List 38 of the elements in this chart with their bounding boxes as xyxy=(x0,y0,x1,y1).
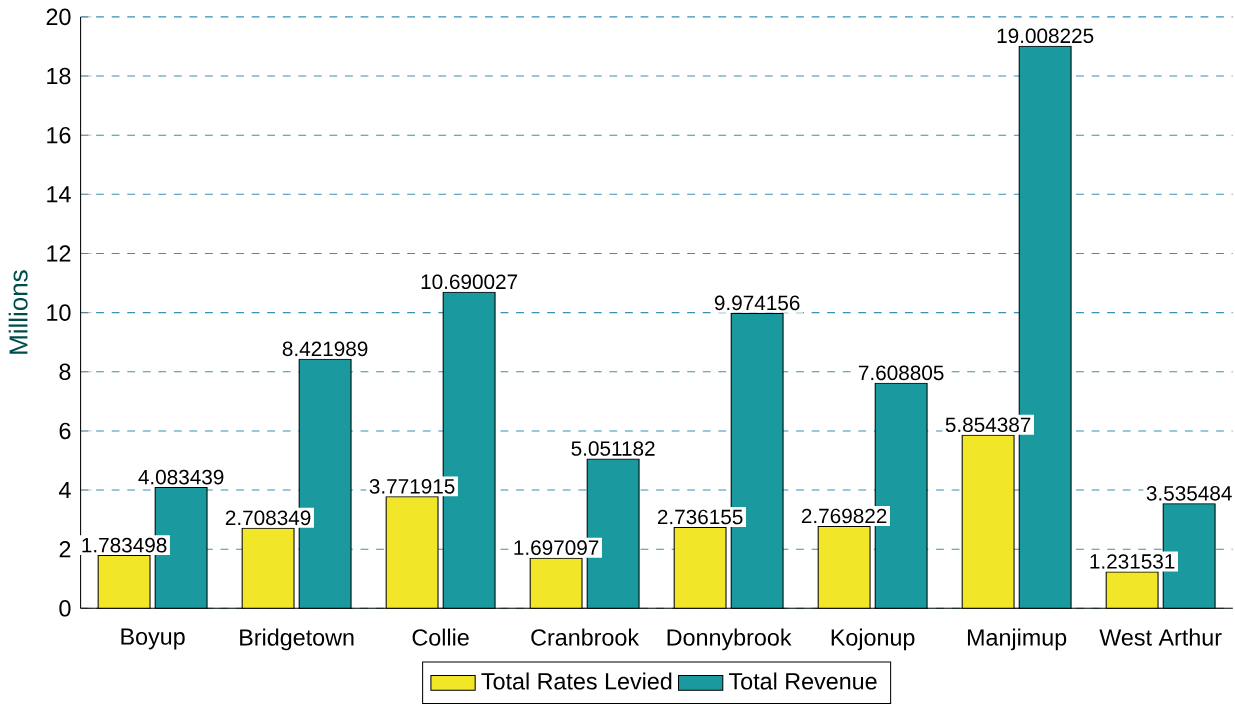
data-label: 3.771915 xyxy=(369,478,455,494)
data-label: 8.421989 xyxy=(282,341,368,357)
y-axis-title: Millions xyxy=(8,270,28,354)
data-label: 2.769822 xyxy=(801,508,887,524)
x-tick-label: Bridgetown xyxy=(240,628,354,651)
data-label: 2.708349 xyxy=(225,510,311,526)
y-tick-label: 16 xyxy=(47,126,71,144)
data-label: 5.051182 xyxy=(571,441,655,456)
x-tick-label: Collie xyxy=(412,628,469,646)
data-label: 1.783498 xyxy=(82,537,167,553)
y-tick-label: 8 xyxy=(59,363,71,380)
x-tick-label: Manjimup xyxy=(967,628,1067,651)
data-label: 19.008225 xyxy=(997,28,1094,44)
y-tick-label: 18 xyxy=(47,67,71,85)
data-label: 3.535484 xyxy=(1146,485,1232,501)
data-label: 2.736155 xyxy=(657,509,743,525)
x-tick-label: Cranbrook xyxy=(531,628,640,646)
legend-label: Total Rates Levied xyxy=(481,672,672,690)
x-tick-label: Kojonup xyxy=(831,628,915,651)
y-tick-label: 12 xyxy=(47,245,71,262)
legend-label: Total Revenue xyxy=(729,672,877,690)
data-label: 10.690027 xyxy=(421,274,518,290)
data-label: 5.854387 xyxy=(945,417,1031,433)
x-tick-label: Donnybrook xyxy=(667,628,792,651)
y-tick-label: 10 xyxy=(47,304,71,321)
y-tick-label: 20 xyxy=(46,8,71,26)
y-tick-label: 0 xyxy=(59,600,71,617)
y-tick-label: 6 xyxy=(59,422,71,440)
data-label: 7.608805 xyxy=(858,365,944,381)
x-tick-label: Boyup xyxy=(121,628,185,650)
y-tick-label: 2 xyxy=(59,540,71,558)
data-label: 9.974156 xyxy=(714,295,800,311)
y-tick-label: 4 xyxy=(58,481,71,499)
y-tick-label: 14 xyxy=(47,186,71,203)
data-label: 1.697097 xyxy=(514,540,599,555)
x-tick-label: West Arthur xyxy=(1099,628,1222,646)
data-label: 4.083439 xyxy=(138,469,224,485)
data-label: 1.231531 xyxy=(1090,554,1175,569)
